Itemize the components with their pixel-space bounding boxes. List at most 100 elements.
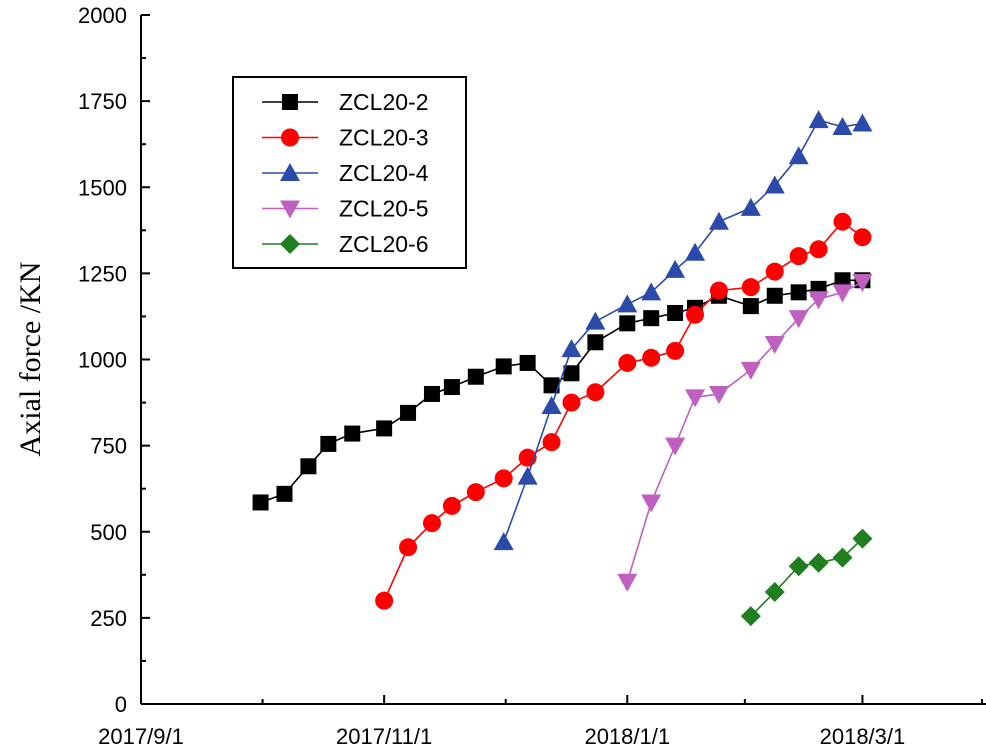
data-point [617,294,638,313]
legend-marker [280,200,300,219]
data-point [400,404,417,421]
data-point [666,341,685,360]
data-point [764,175,785,194]
data-point [494,469,513,488]
data-point [320,435,337,452]
legend: ZCL20-2 ZCL20-3 ZCL20-4 ZCL20-5 ZCL20-6 [232,76,467,269]
x-tick-label: 2017/11/1 [336,724,432,749]
series-ZCL20-5 [617,273,873,592]
data-point [708,211,729,230]
data-point [764,582,785,603]
data-point [467,368,484,385]
data-point [833,212,852,231]
data-point [562,393,581,412]
data-point [809,240,828,259]
data-point [586,383,605,402]
legend-label: ZCL20-6 [339,231,428,257]
data-point [643,310,660,327]
data-point [740,197,761,216]
data-point [617,573,638,592]
x-tick-label: 2018/3/1 [820,724,906,749]
data-point [399,538,418,557]
data-point [519,354,536,371]
series-ZCL20-2 [252,272,871,511]
data-point [585,311,606,330]
data-point [852,113,873,132]
y-tick-label: 750 [90,434,127,459]
legend-marker [281,128,299,147]
data-point [422,514,441,533]
data-point [852,528,873,549]
data-point [789,247,808,266]
data-point [790,284,807,301]
data-point [375,591,394,610]
legend-label: ZCL20-4 [339,160,429,186]
legend-marker [282,94,298,110]
data-point [641,494,662,513]
data-point [667,304,684,321]
data-point [808,291,829,310]
legend-marker [280,234,300,254]
x-tick-label: 2017/9/1 [98,724,184,749]
data-point [808,110,829,129]
series-ZCL20-4 [493,110,873,551]
data-point [685,389,706,408]
data-point [442,496,461,515]
data-point [853,228,872,247]
data-point [619,315,636,332]
data-point [764,335,785,354]
data-point [423,385,440,402]
y-tick-label: 2000 [78,3,127,28]
data-point [742,298,759,315]
y-tick-label: 1250 [78,261,127,286]
data-point [665,437,686,456]
data-point [834,272,851,289]
legend-marker [280,163,300,181]
y-tick-label: 250 [90,606,127,631]
data-point [765,262,784,281]
data-point [300,458,317,475]
y-tick-label: 1000 [78,348,127,373]
data-point [852,273,873,292]
data-point [832,547,853,568]
data-point [740,361,761,380]
data-point [788,556,809,577]
x-tick-label: 2018/1/1 [584,724,670,749]
data-point [344,425,361,442]
data-point [686,305,705,324]
series-ZCL20-6 [740,528,873,627]
data-point [493,532,514,551]
data-point [542,433,561,452]
data-point [563,365,580,382]
data-point [495,358,512,375]
data-point [832,284,853,303]
data-point [541,396,562,415]
data-point [741,278,760,297]
data-point [832,116,853,135]
chart-axes: 0 250 500 750 1000 1250 1500 1750 2000 2017/9/1 20… [78,3,986,749]
y-tick-label: 1750 [78,89,127,114]
series-line [626,281,863,582]
series-line [383,220,863,601]
legend-item: ZCL20-4 [262,160,429,186]
data-point [376,420,393,437]
data-point [276,485,293,502]
data-point [766,287,783,304]
y-tick-label: 0 [115,692,127,717]
legend-item: ZCL20-6 [262,231,428,257]
data-point [543,377,560,394]
data-point [808,552,829,573]
data-point [466,483,485,502]
legend-label: ZCL20-2 [339,89,428,115]
data-point [708,385,729,404]
series-line [260,279,863,504]
chart-series-layer [252,110,873,627]
data-point [517,466,538,485]
legend-item: ZCL20-3 [262,125,428,151]
series-line [502,119,863,543]
series-line [750,538,863,617]
data-point [740,606,761,627]
data-point [252,494,269,511]
data-point [587,334,604,351]
